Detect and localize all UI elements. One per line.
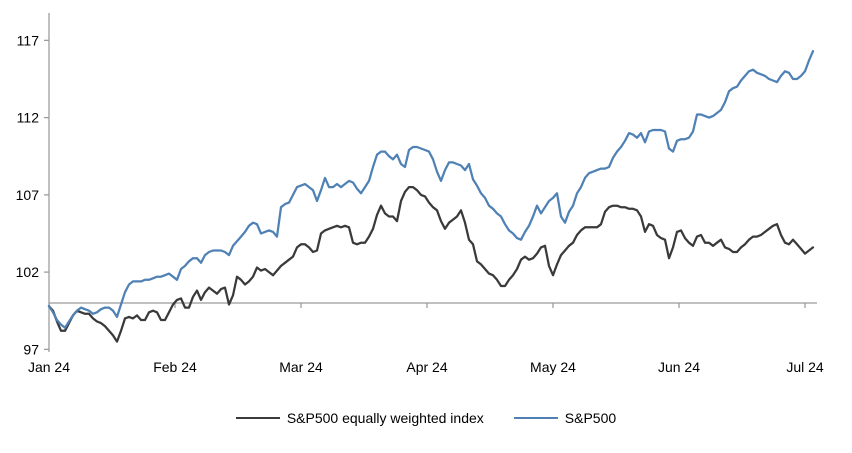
- series-line-s-p500: [47, 50, 815, 329]
- y-tick-label: 112: [17, 110, 40, 126]
- y-tick-label: 117: [17, 32, 40, 48]
- x-tick-label: Feb 24: [153, 359, 197, 375]
- legend-item-sp500: S&P500: [513, 410, 617, 426]
- x-tick-label: Jan 24: [28, 359, 70, 375]
- x-tick-label: Jul 24: [786, 359, 824, 375]
- series-line-s-p500-equally-weighted-index: [47, 185, 815, 343]
- x-tick-label: Jun 24: [658, 359, 700, 375]
- legend-item-equal-weight: S&P500 equally weighted index: [235, 410, 484, 426]
- legend-label-sp500: S&P500: [564, 410, 617, 426]
- x-tick-label: Mar 24: [279, 359, 323, 375]
- legend-label-equal-weight: S&P500 equally weighted index: [286, 410, 484, 426]
- legend-swatch-equal-weight-line: [235, 417, 280, 419]
- y-tick-label: 107: [16, 187, 40, 203]
- line-chart: 117 112 107 102 97 Jan 24 Feb 24 Mar 24 Apr 24 Ma…: [16, 13, 824, 375]
- y-tick-label: 102: [16, 264, 40, 280]
- x-tick-label: Apr 24: [406, 359, 447, 375]
- legend-swatch-sp500-line: [513, 417, 558, 419]
- x-tick-label: May 24: [530, 359, 576, 375]
- chart-legend: S&P500 equally weighted index S&P500: [0, 410, 852, 426]
- y-tick-label: 97: [23, 341, 39, 357]
